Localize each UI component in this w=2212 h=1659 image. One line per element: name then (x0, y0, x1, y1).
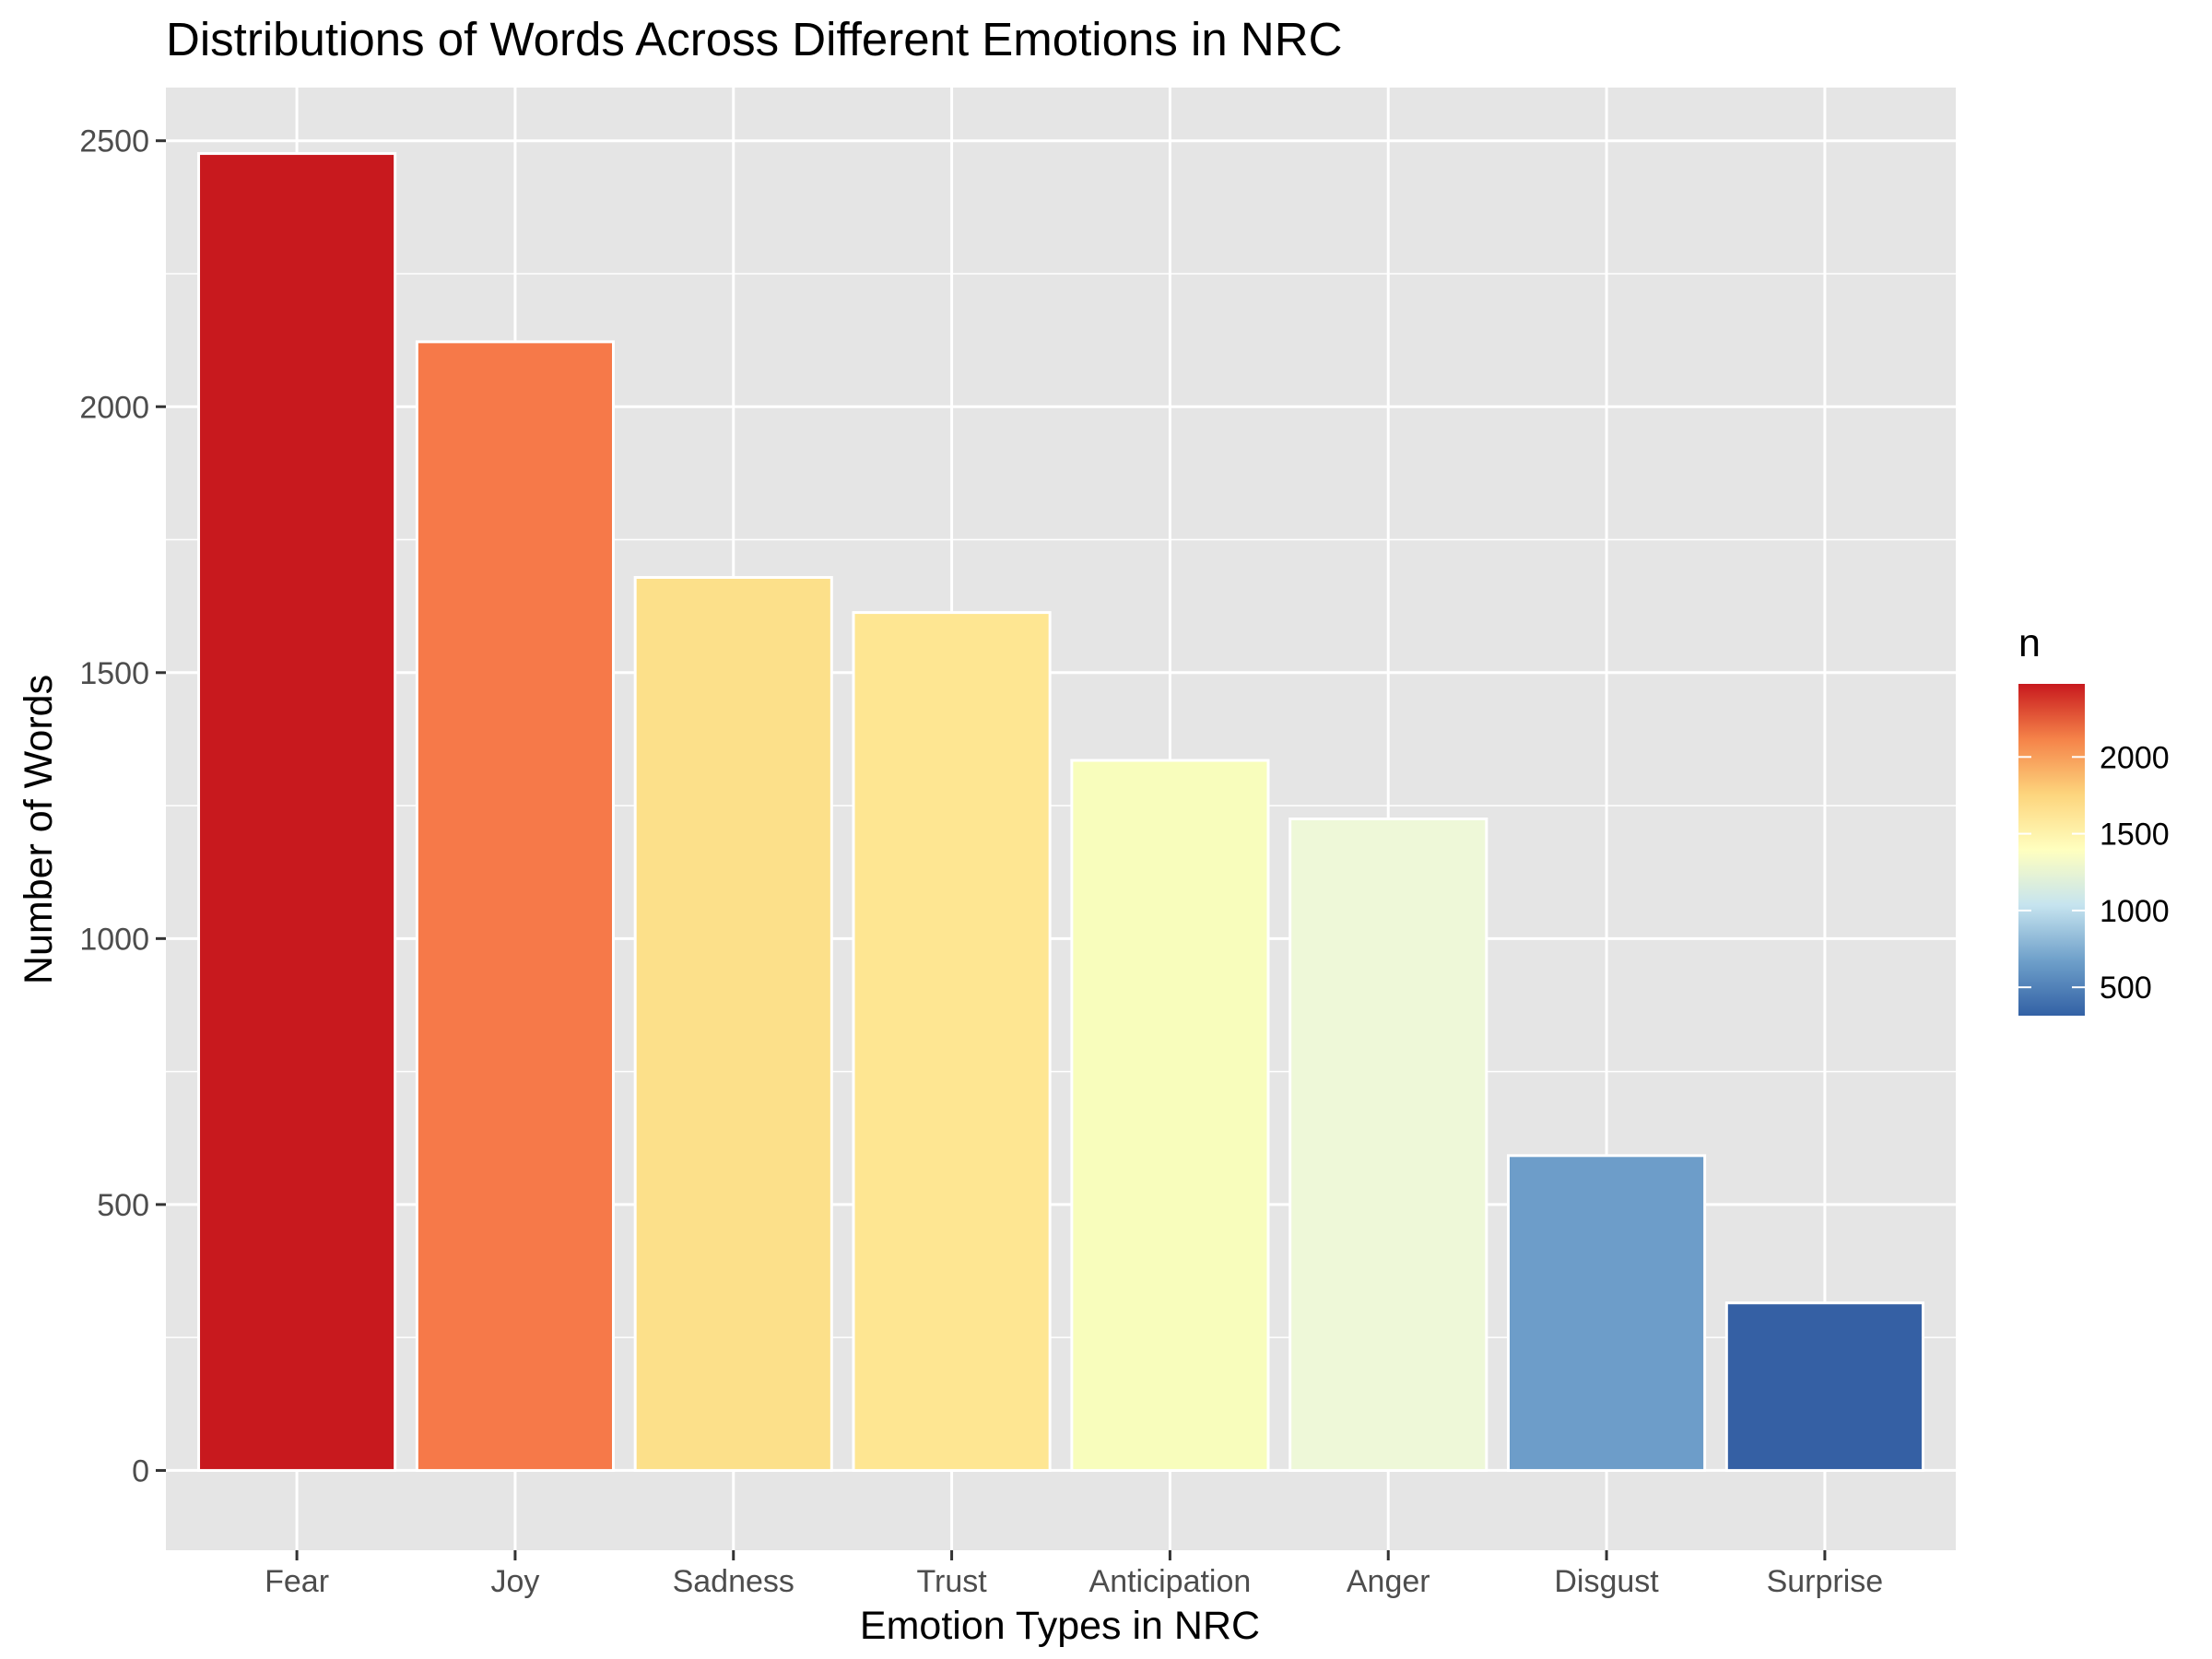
bar-joy (415, 340, 616, 1472)
x-tick-label: Fear (265, 1564, 329, 1599)
chart-title: Distributions of Words Across Different … (166, 13, 1342, 65)
x-tick-label: Surprise (1767, 1564, 1884, 1599)
y-tick-label: 500 (97, 1188, 149, 1223)
y-tick-label: 1500 (79, 656, 149, 691)
y-tick-label: 1000 (79, 922, 149, 957)
legend-title: n (2018, 621, 2041, 665)
y-axis-title: Number of Words (17, 675, 61, 984)
x-tick-label: Joy (490, 1564, 539, 1599)
color-legend: n 500 1000 1500 2000 (2018, 621, 2170, 1016)
legend-tick-label: 2000 (2100, 740, 2170, 775)
x-tick-label: Disgust (1554, 1564, 1659, 1599)
x-axis-title: Emotion Types in NRC (860, 1604, 1260, 1648)
y-tick-label: 0 (132, 1453, 149, 1488)
x-tick-label: Sadness (673, 1564, 794, 1599)
x-tick-label: Anger (1347, 1564, 1430, 1599)
legend-tick-label: 1500 (2100, 818, 2170, 853)
y-tick-label: 2500 (79, 124, 149, 159)
bar-anticipation (1070, 759, 1270, 1472)
y-tick-label: 2000 (79, 390, 149, 425)
bar-trust (852, 611, 1052, 1472)
bar-surprise (1724, 1301, 1924, 1472)
bar-disgust (1507, 1154, 1707, 1472)
x-tick-label: Anticipation (1089, 1564, 1252, 1599)
bar-anger (1288, 818, 1488, 1472)
bar-fear (197, 152, 397, 1472)
bar-sadness (633, 576, 833, 1472)
x-tick-label: Trust (916, 1564, 987, 1599)
legend-tick-label: 1000 (2100, 894, 2170, 929)
legend-colorbar (2018, 684, 2085, 1016)
legend-tick-label: 500 (2100, 971, 2152, 1006)
